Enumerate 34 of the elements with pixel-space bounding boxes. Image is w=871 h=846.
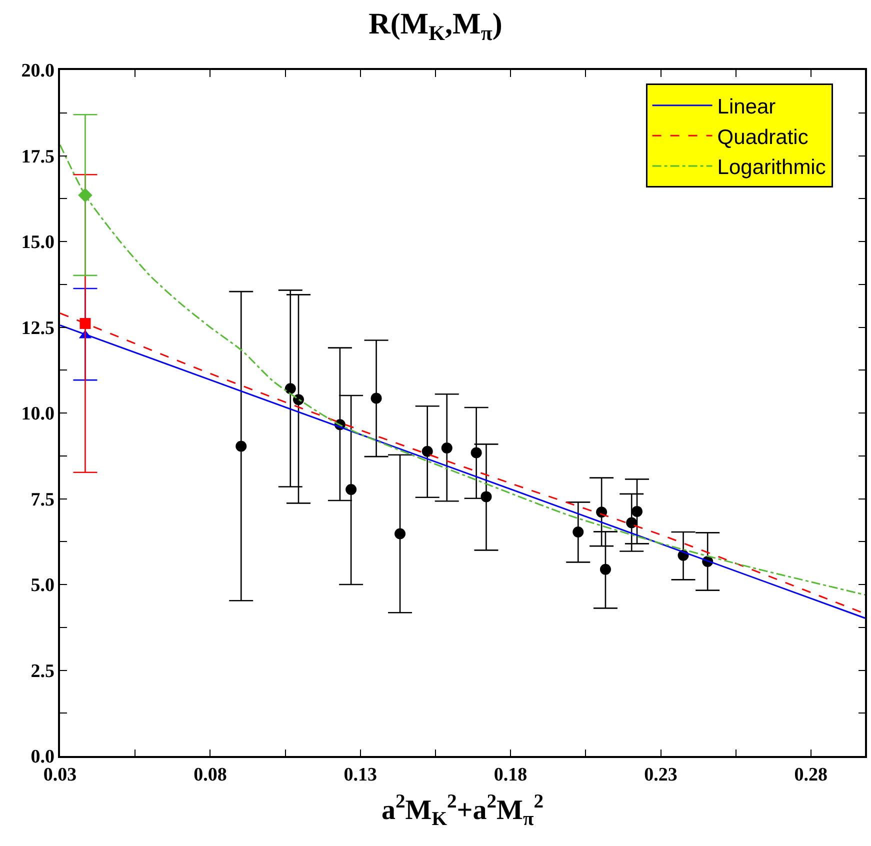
point (422, 446, 433, 457)
legend-label: Linear (717, 96, 776, 119)
x-tick-label: 0.08 (194, 764, 227, 786)
point (632, 506, 643, 517)
x-tick-label: 0.23 (644, 764, 678, 786)
legend-label: Logarithmic (717, 156, 826, 180)
point (441, 442, 452, 454)
point (596, 506, 608, 518)
x-tick-label: 0.18 (494, 764, 528, 786)
point (346, 484, 357, 495)
legend-label: Quadratic (717, 126, 808, 149)
y-tick-label: 7.5 (30, 489, 54, 510)
point (470, 447, 482, 458)
point (600, 564, 611, 575)
y-tick-label: 17.5 (21, 146, 54, 168)
y-tick-label: 10.0 (21, 404, 54, 425)
y-tick-label: 20.0 (21, 60, 54, 82)
point (284, 383, 296, 394)
point (236, 440, 247, 452)
point (78, 188, 92, 202)
y-tick-label: 2.5 (30, 660, 54, 682)
x-tick-label: 0.28 (794, 764, 828, 786)
point (370, 392, 382, 404)
y-tick-label: 12.5 (21, 318, 54, 339)
point (572, 526, 584, 538)
point (293, 394, 304, 406)
point (80, 318, 91, 329)
point (626, 517, 638, 528)
y-tick-label: 5.0 (30, 575, 54, 596)
chart-title: R(M$_{K}$,M$_{π}$) (368, 8, 502, 45)
point (480, 491, 492, 502)
point (394, 528, 406, 540)
x-tick-label: 0.13 (344, 764, 377, 786)
y-tick-label: 15.0 (21, 232, 54, 254)
